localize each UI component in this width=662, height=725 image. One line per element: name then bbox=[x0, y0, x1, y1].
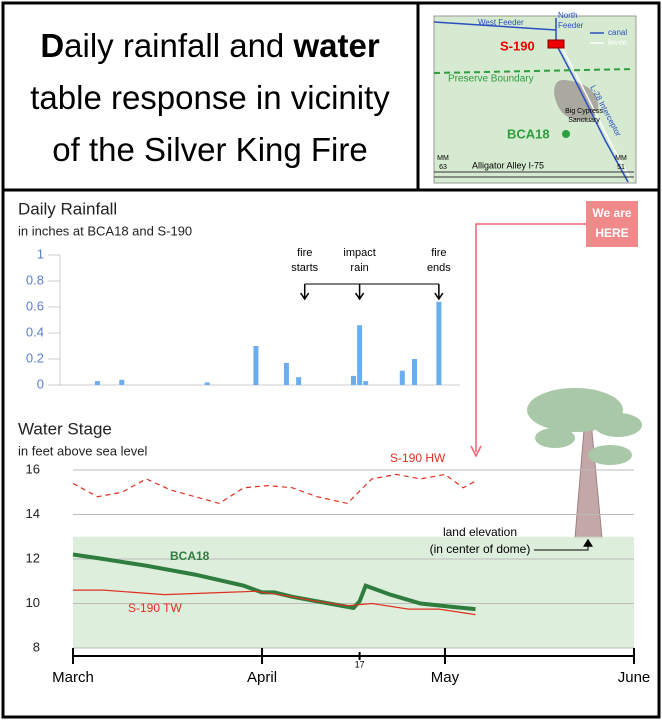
y-tick-label: 10 bbox=[26, 595, 40, 610]
y-tick-label: 0.6 bbox=[26, 298, 44, 313]
text-line: fire bbox=[431, 247, 446, 259]
series-label: BCA18 bbox=[170, 549, 210, 563]
map-label: Big Cypress Sanctuary bbox=[565, 108, 603, 124]
bar bbox=[363, 381, 369, 385]
tree bbox=[527, 388, 642, 539]
annotation: impact rain bbox=[343, 247, 375, 274]
x-tick-label: 17 bbox=[355, 659, 365, 669]
bar bbox=[296, 377, 302, 385]
bar bbox=[357, 325, 363, 385]
map-label: North Feeder bbox=[558, 11, 584, 30]
bar bbox=[283, 362, 289, 385]
y-tick-label: 8 bbox=[33, 639, 40, 654]
text-line: We are bbox=[592, 206, 631, 220]
x-tick-label: June bbox=[618, 669, 651, 686]
bar bbox=[253, 346, 259, 385]
text-line: fire bbox=[297, 247, 312, 259]
text-line: impact bbox=[343, 247, 375, 259]
bar bbox=[204, 382, 210, 385]
series-label: S-190 TW bbox=[128, 601, 182, 615]
text-line: (in center of dome) bbox=[430, 542, 531, 556]
map-bg bbox=[433, 15, 637, 184]
y-tick-label: 0.8 bbox=[26, 272, 44, 287]
y-tick-label: 16 bbox=[26, 461, 40, 476]
text-line: 51 bbox=[617, 164, 625, 171]
here-pointer bbox=[475, 223, 586, 452]
title-part: of the Silver King Fire bbox=[52, 131, 367, 168]
boundary bbox=[433, 68, 635, 74]
chart-title: Daily Rainfall bbox=[18, 199, 117, 218]
levee bbox=[559, 43, 633, 183]
map-label: MM 51 bbox=[615, 155, 627, 171]
bar bbox=[399, 370, 405, 385]
here-box bbox=[586, 201, 638, 247]
chart-subtitle: in inches at BCA18 and S-190 bbox=[18, 223, 192, 238]
title-part: aily rainfall and bbox=[64, 27, 293, 64]
series-line bbox=[73, 589, 476, 616]
text-line: 63 bbox=[439, 164, 447, 171]
title-part: D bbox=[40, 27, 64, 64]
annotation-arrow bbox=[434, 284, 444, 301]
land-band bbox=[73, 536, 634, 648]
here-arrow bbox=[470, 445, 482, 458]
title-line: table response in vicinity bbox=[30, 79, 390, 116]
y-tick-label: 0.4 bbox=[26, 324, 44, 339]
bar bbox=[411, 359, 417, 385]
text-line: HERE bbox=[595, 226, 628, 240]
annotation-arrow bbox=[300, 284, 310, 301]
map-label: Alligator Alley I-75 bbox=[472, 160, 544, 170]
y-tick-label: 14 bbox=[26, 506, 40, 521]
text-line: MM bbox=[615, 155, 627, 162]
series-line bbox=[72, 473, 476, 505]
map-legend: canal bbox=[608, 28, 627, 37]
text-line: starts bbox=[291, 262, 318, 274]
map-legend: levee bbox=[608, 38, 628, 47]
text-line: Sanctuary bbox=[568, 117, 600, 124]
title: Daily rainfall and water table response i… bbox=[30, 27, 390, 168]
annotation-arrow bbox=[354, 284, 365, 301]
chart-subtitle: in feet above sea level bbox=[18, 443, 147, 458]
text-line: land elevation bbox=[443, 525, 517, 539]
map-label: MM 63 bbox=[437, 155, 449, 171]
annotation: fire starts bbox=[291, 247, 318, 274]
x-tick-label: April bbox=[247, 669, 277, 686]
bar bbox=[94, 381, 100, 385]
chart-title: Water Stage bbox=[18, 419, 112, 438]
title-part: water bbox=[292, 27, 379, 64]
annotation: fire ends bbox=[427, 247, 451, 274]
dome bbox=[554, 80, 599, 121]
bar bbox=[351, 375, 356, 385]
map-label: BCA18 bbox=[507, 126, 550, 141]
text-line: Big Cypress bbox=[565, 108, 603, 115]
y-tick-label: 1 bbox=[37, 246, 44, 261]
map: West Feeder North Feeder canal levee S-19… bbox=[433, 11, 637, 184]
canal bbox=[433, 18, 629, 183]
bar bbox=[119, 379, 125, 385]
title-part: table response in vicinity bbox=[30, 79, 390, 116]
x-tick-label: May bbox=[431, 669, 460, 686]
y-tick-label: 0.2 bbox=[26, 350, 44, 365]
y-tick-label: 0 bbox=[37, 376, 44, 391]
here-label: We are HERE bbox=[592, 206, 631, 240]
text-line: ends bbox=[427, 262, 451, 274]
text-line: Feeder bbox=[558, 21, 584, 30]
text-line: rain bbox=[350, 262, 368, 274]
annotation: land elevation (in center of dome) bbox=[430, 525, 531, 556]
map-label: Preserve Boundary bbox=[448, 74, 534, 85]
text-line: North bbox=[558, 11, 578, 20]
x-tick-label: March bbox=[52, 669, 94, 686]
y-tick-label: 12 bbox=[26, 550, 40, 565]
s190-structure bbox=[547, 39, 565, 49]
bca18-well bbox=[562, 130, 570, 138]
charts: Daily Rainfall in inches at BCA18 and S-1… bbox=[18, 199, 650, 685]
annotation-arrow bbox=[583, 538, 593, 547]
map-label: S-190 bbox=[500, 38, 535, 53]
series-label: S-190 HW bbox=[390, 451, 446, 465]
title-line: Daily rainfall and water bbox=[40, 27, 380, 64]
bar bbox=[436, 301, 442, 385]
map-label: West Feeder bbox=[478, 18, 524, 27]
text-line: MM bbox=[437, 155, 449, 162]
title-line: of the Silver King Fire bbox=[52, 131, 367, 168]
